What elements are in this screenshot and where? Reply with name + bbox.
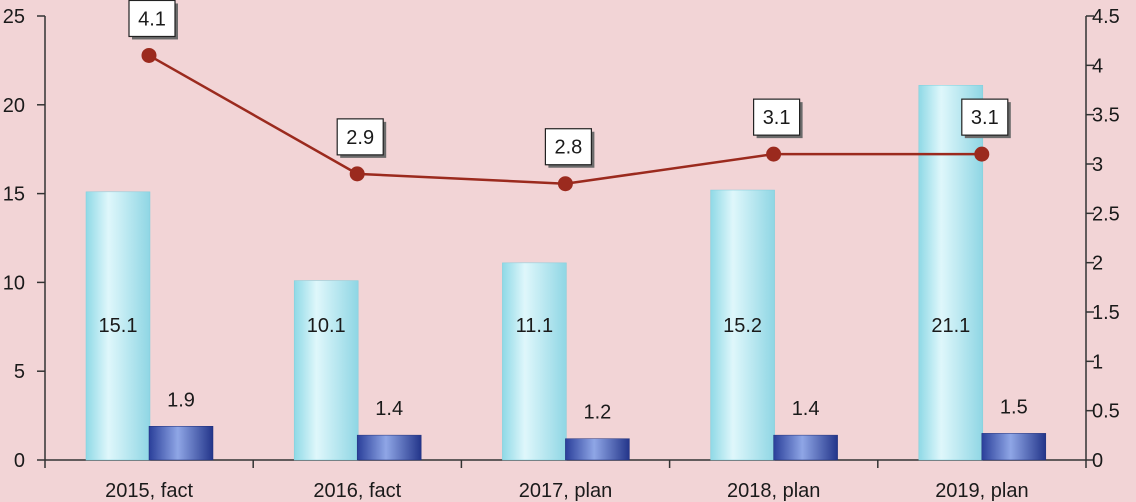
- line-series: [141, 47, 990, 192]
- left-tick-label: 25: [3, 6, 25, 28]
- right-tick-label: 1.5: [1092, 302, 1120, 324]
- bar-value-label: 1.2: [583, 402, 611, 424]
- bar-series-1: [502, 262, 567, 461]
- line-value-label: 3.1: [971, 107, 999, 129]
- category-label: 2016, fact: [313, 480, 401, 502]
- bars: [85, 85, 1047, 461]
- line-value-label: 2.8: [554, 137, 582, 159]
- bar-series-1: [918, 85, 984, 461]
- category-label: 2019, plan: [935, 480, 1028, 502]
- line-value-label: 2.9: [346, 127, 374, 149]
- line-label-box: [128, 0, 176, 38]
- bar-value-label: 1.9: [167, 389, 195, 411]
- line-label-box: [961, 98, 1009, 136]
- line-label-box: [336, 118, 384, 156]
- bar-series-2: [773, 434, 838, 461]
- right-tick-label: 0: [1092, 450, 1103, 472]
- bar-value-label: 21.1: [931, 315, 970, 337]
- bar-series-2: [565, 438, 630, 461]
- right-tick-label: 4: [1092, 55, 1103, 77]
- line-label-box: [544, 128, 593, 166]
- category-label: 2015, fact: [105, 480, 193, 502]
- left-tick-label: 5: [14, 361, 25, 383]
- line-point: [766, 146, 782, 162]
- right-tick-label: 3.5: [1092, 105, 1120, 127]
- bar-value-label: 1.4: [375, 398, 403, 420]
- left-tick-label: 0: [14, 450, 25, 472]
- bar-series-1: [293, 280, 359, 461]
- right-tick-label: 3: [1092, 154, 1103, 176]
- right-tick-label: 1: [1092, 351, 1103, 373]
- right-tick-label: 4.5: [1092, 6, 1120, 28]
- bar-value-label: 15.2: [723, 315, 762, 337]
- bar-series-2: [148, 426, 214, 461]
- line-point: [974, 146, 990, 162]
- left-tick-label: 15: [3, 184, 25, 206]
- bar-series-2: [981, 433, 1047, 461]
- line-label-box: [752, 98, 801, 136]
- category-label: 2018, plan: [727, 480, 820, 502]
- left-tick-label: 20: [3, 95, 25, 117]
- line-value-label: 4.1: [138, 8, 166, 30]
- right-tick-label: 0.5: [1092, 401, 1120, 423]
- left-tick-label: 10: [3, 272, 25, 294]
- bar-series-2: [356, 434, 422, 461]
- line-value-label: 3.1: [763, 107, 791, 129]
- bar-value-label: 10.1: [307, 315, 346, 337]
- bar-series-1: [85, 191, 151, 461]
- bar-series-1: [710, 189, 775, 461]
- bar-value-label: 15.1: [99, 315, 138, 337]
- bar-value-label: 1.5: [1000, 396, 1028, 418]
- right-tick-label: 2.5: [1092, 203, 1120, 225]
- right-tick-label: 2: [1092, 253, 1103, 275]
- line-point: [141, 47, 157, 63]
- bar-value-label: 1.4: [792, 398, 820, 420]
- line-point: [349, 166, 365, 182]
- bar-value-label: 11.1: [516, 315, 553, 337]
- category-label: 2017, plan: [519, 480, 612, 502]
- axes: 0 5 10 15 20 25 0 0.5 1 1.5 2 2.5 3 3.5 4 4.5 2015, fact…: [3, 6, 1120, 502]
- labels: 15.1 10.1 11.1 15.2 21.1 1.9 1.4 1.2 1.4 1.5 4.1 2.…: [99, 0, 1028, 424]
- line-point: [557, 176, 573, 192]
